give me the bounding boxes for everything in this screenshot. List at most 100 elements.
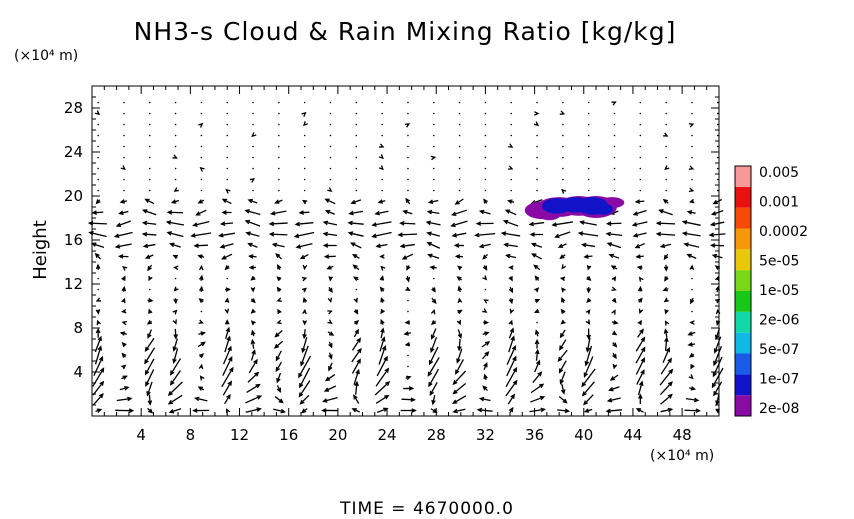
wind-vector-head [298, 392, 304, 398]
colorbar-segment [735, 291, 751, 312]
colorbar-segment [735, 353, 751, 375]
wind-vector-head [537, 371, 543, 377]
wind-vector-head [299, 254, 306, 260]
wind-vector [296, 243, 313, 248]
wind-vector [273, 243, 285, 248]
vector-dot [407, 189, 409, 192]
wind-vector [143, 222, 157, 225]
y-axis-title: Height [30, 220, 51, 280]
wind-vector-head [689, 264, 695, 270]
wind-vector [143, 209, 157, 216]
y-tick-label: 24 [64, 143, 83, 161]
wind-vector-head [715, 400, 720, 406]
vector-dot [639, 145, 642, 148]
vector-dot [97, 134, 99, 137]
wind-vector-head [250, 275, 256, 281]
wind-vector-head [508, 143, 514, 148]
vector-dot [691, 288, 693, 291]
wind-vector-head [712, 371, 717, 378]
wind-vector [505, 209, 517, 216]
wind-vector-head [357, 347, 362, 354]
vector-dot [148, 189, 151, 192]
wind-vector-head [406, 265, 411, 271]
wind-vector-head [583, 254, 589, 259]
x-tick-label: 8 [186, 426, 196, 444]
vector-dot [716, 134, 719, 137]
wind-vector-head [268, 221, 275, 227]
wind-vector-head [410, 397, 416, 402]
wind-vector-head [662, 286, 668, 292]
wind-vector-head [221, 255, 227, 260]
wind-vector [167, 221, 185, 226]
wind-vector [606, 409, 623, 412]
wind-vector-head [199, 166, 205, 172]
wind-vector-head [664, 336, 669, 343]
wind-vector [561, 383, 565, 394]
wind-vector-head [200, 331, 206, 336]
colorbar-segment [735, 311, 751, 333]
wind-vector-head [321, 408, 327, 413]
vector-dot [278, 156, 280, 159]
wind-vector-head [502, 219, 509, 225]
wind-vector-head [148, 275, 153, 282]
wind-vector-head [405, 197, 411, 203]
wind-vector-head [385, 380, 391, 386]
wind-vector [145, 198, 155, 205]
vector-dot [381, 123, 383, 126]
vector-dot [562, 145, 564, 148]
wind-vector-head [128, 408, 135, 413]
wind-vector-head [534, 338, 540, 345]
wind-vector-head [605, 231, 612, 237]
wind-vector-head [606, 242, 613, 247]
wind-vector [687, 254, 697, 259]
wind-vector [94, 346, 102, 365]
wind-vector-head [397, 232, 403, 238]
wind-vector-head [655, 231, 662, 237]
wind-vector [376, 407, 388, 414]
wind-vector-head [681, 231, 688, 236]
wind-vector [225, 327, 230, 340]
wind-vector-head [408, 386, 415, 391]
vector-dot [278, 123, 280, 126]
wind-vector-head [274, 332, 280, 338]
wind-vector-head [167, 391, 173, 397]
wind-vector [710, 233, 726, 236]
wind-vector [659, 381, 673, 396]
wind-vector-head [405, 276, 411, 283]
wind-vector-head [248, 254, 254, 259]
wind-vector-head [250, 320, 256, 326]
vector-dot [665, 145, 667, 148]
wind-vector [224, 336, 231, 353]
wind-vector-head [277, 264, 282, 270]
vector-dot [613, 134, 616, 137]
wind-vector-head [667, 357, 672, 363]
wind-vector-head [634, 199, 641, 204]
wind-vector-head [199, 375, 205, 381]
wind-vector-head [483, 362, 488, 368]
vector-dot [355, 145, 358, 148]
wind-vector-head [631, 222, 638, 227]
wind-vector-head [511, 344, 517, 351]
vector-dot [200, 189, 203, 192]
vector-dot [407, 167, 409, 170]
wind-vector [300, 394, 310, 405]
colorbar-label: 2e-06 [759, 313, 799, 329]
vector-dot [587, 178, 590, 181]
wind-vector-head [377, 199, 384, 204]
x-axis-unit: (×10⁴ m) [650, 448, 714, 464]
wind-vector-head [269, 210, 276, 216]
wind-vector-head [711, 382, 717, 389]
vector-dot [252, 167, 254, 170]
wind-vector [633, 221, 648, 226]
wind-vector-head [225, 188, 231, 194]
wind-vector-head [276, 387, 282, 393]
wind-vector-head [121, 285, 127, 292]
wind-vector-head [585, 319, 591, 325]
wind-vector-head [121, 341, 127, 348]
wind-vector-head [605, 408, 611, 414]
wind-vector-head [687, 342, 693, 347]
vector-dot [303, 178, 306, 181]
vector-dot [484, 178, 487, 181]
vector-dot [407, 299, 409, 302]
wind-vector [148, 394, 151, 405]
